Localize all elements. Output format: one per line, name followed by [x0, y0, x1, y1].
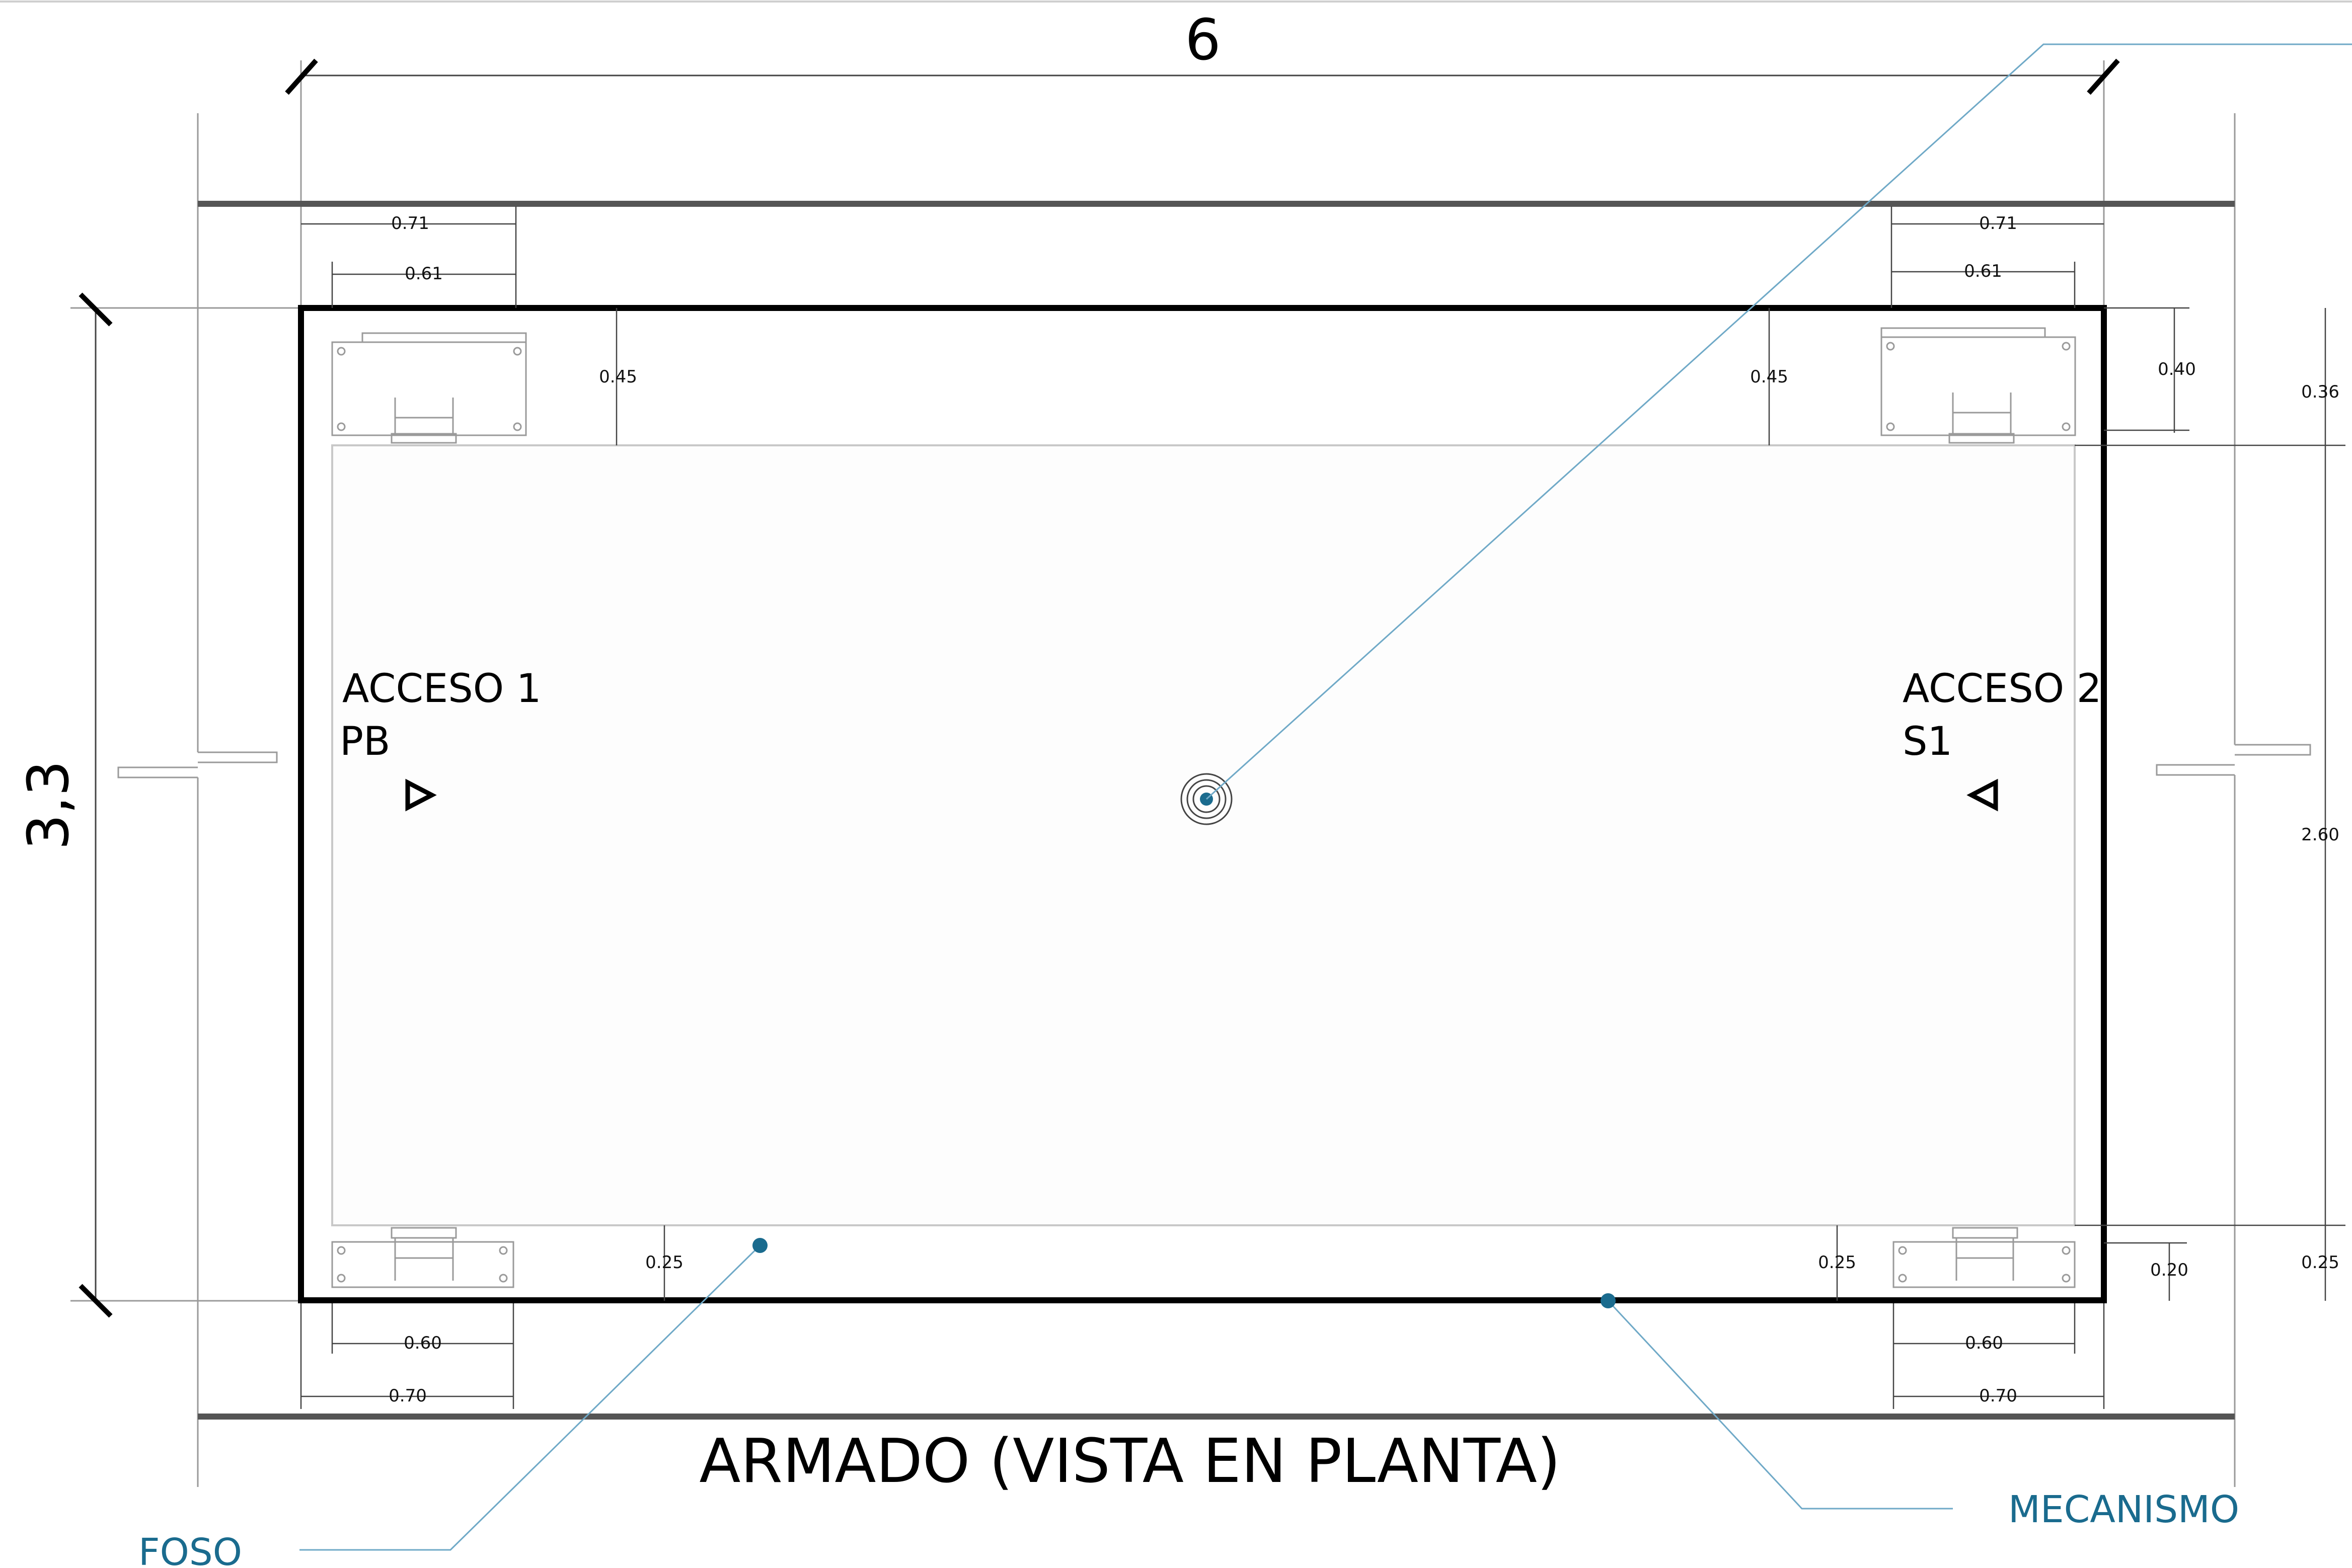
access-right-line1: ACCESO 2 [1903, 666, 2102, 712]
dimension-labels: 0.71 0.61 0.71 0.61 0.45 0.45 0.40 0.36 … [389, 213, 2339, 1406]
mechanism-bottom-left [331, 1227, 514, 1288]
mechanism-top-right [1880, 327, 2076, 444]
access-right: ACCESO 2 S1 [1903, 666, 2102, 812]
mechanism-top-left [331, 332, 527, 444]
dim-bottom-left-inner: 0.60 [404, 1333, 442, 1353]
callout-foso: FOSO [138, 1531, 242, 1565]
dim-top-right-depth: 0.45 [1750, 367, 1788, 387]
inner-platform [331, 444, 2076, 1226]
slab-lines [198, 201, 2235, 1420]
dim-right-bottom-outer: 0.25 [2301, 1252, 2339, 1273]
arrow-right-icon [405, 778, 437, 812]
dim-right-top-inner: 0.40 [2158, 359, 2196, 379]
overall-width-label: 6 [1185, 8, 1221, 73]
mecanismo-marker-icon [1601, 1293, 1616, 1308]
dim-top-left-inner: 0.61 [405, 264, 443, 284]
dim-top-right-outer: 0.71 [1979, 213, 2017, 233]
access-left-line1: ACCESO 1 [342, 666, 542, 712]
access-right-line2: S1 [1903, 719, 1952, 764]
overall-depth-dimension: 3,3 [16, 292, 113, 1318]
mechanism-bottom-right [1892, 1227, 2076, 1288]
reference-lines [70, 60, 2311, 1487]
dim-bottom-right-depth: 0.25 [1818, 1252, 1856, 1273]
access-left: ACCESO 1 PB [340, 666, 542, 812]
center-target-icon [1180, 773, 1233, 825]
dim-top-right-inner: 0.61 [1964, 261, 2002, 281]
top-dimension-lines [301, 206, 2345, 1301]
access-left-line2: PB [340, 719, 391, 764]
overall-depth-label: 3,3 [16, 760, 82, 850]
dim-top-left-depth: 0.45 [599, 367, 637, 387]
dim-bottom-left-depth: 0.25 [645, 1252, 684, 1273]
overall-width-dimension: 6 [285, 8, 2120, 95]
dim-bottom-left-outer: 0.70 [389, 1386, 427, 1406]
dim-right-bottom-inner: 0.20 [2150, 1260, 2188, 1280]
callout-mecanismo: MECANISMO [2008, 1488, 2239, 1531]
leader-lines [299, 43, 2352, 1551]
dim-bottom-right-outer: 0.70 [1979, 1386, 2017, 1406]
bottom-dimension-lines [300, 1303, 2105, 1409]
platform-outline [298, 305, 2107, 1303]
dim-top-left-outer: 0.71 [391, 213, 429, 233]
foso-marker-icon [752, 1238, 768, 1253]
dim-bottom-right-inner: 0.60 [1965, 1333, 2003, 1353]
drawing-title: ARMADO (VISTA EN PLANTA) [699, 1427, 1560, 1497]
dim-right-middle: 2.60 [2301, 825, 2339, 845]
arrow-left-icon [1966, 778, 1998, 812]
dim-right-top-outer: 0.36 [2301, 382, 2339, 402]
